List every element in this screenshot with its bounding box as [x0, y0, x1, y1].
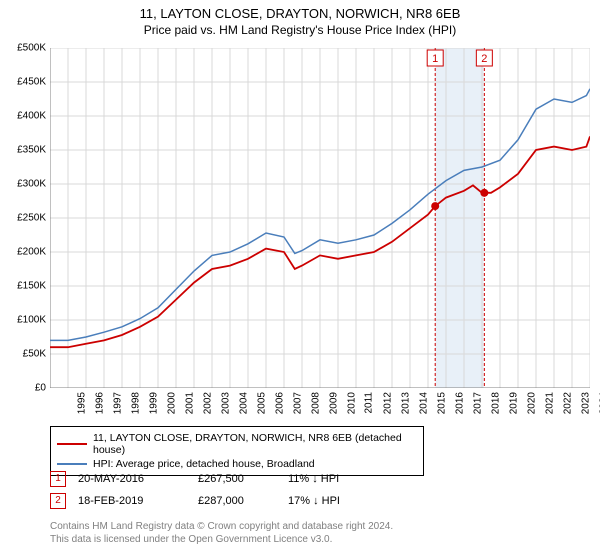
x-tick-label: 2004 [238, 392, 249, 414]
y-tick-label: £200K [0, 247, 46, 258]
y-tick-label: £500K [0, 43, 46, 54]
y-tick-label: £0 [0, 383, 46, 394]
legend-swatch [57, 443, 87, 445]
sale-price: £287,000 [198, 495, 288, 507]
chart-svg: 12 [50, 48, 590, 388]
x-tick-label: 2014 [418, 392, 429, 414]
x-tick-label: 2008 [310, 392, 321, 414]
x-tick-label: 2011 [364, 392, 375, 414]
chart-container: 11, LAYTON CLOSE, DRAYTON, NORWICH, NR8 … [0, 0, 600, 560]
x-tick-label: 1998 [130, 392, 141, 414]
chart-title: 11, LAYTON CLOSE, DRAYTON, NORWICH, NR8 … [0, 0, 600, 21]
x-tick-label: 2016 [454, 392, 465, 414]
y-tick-label: £350K [0, 145, 46, 156]
x-tick-label: 2001 [184, 392, 195, 414]
credits-line: This data is licensed under the Open Gov… [50, 533, 393, 546]
x-tick-label: 2009 [328, 392, 339, 414]
x-tick-label: 2000 [166, 392, 177, 414]
x-tick-label: 2006 [274, 392, 285, 414]
x-tick-label: 2010 [346, 392, 357, 414]
sale-delta: 17% ↓ HPI [288, 495, 388, 507]
chart-subtitle: Price paid vs. HM Land Registry's House … [0, 21, 600, 41]
sale-price: £267,500 [198, 473, 288, 485]
svg-text:1: 1 [432, 53, 438, 65]
y-tick-label: £250K [0, 213, 46, 224]
x-tick-label: 2002 [202, 392, 213, 414]
x-tick-label: 2005 [256, 392, 267, 414]
x-tick-label: 2021 [544, 392, 555, 414]
legend-label: 11, LAYTON CLOSE, DRAYTON, NORWICH, NR8 … [93, 432, 417, 456]
x-tick-label: 1996 [94, 392, 105, 414]
y-tick-label: £100K [0, 315, 46, 326]
x-tick-label: 2023 [580, 392, 591, 414]
sales-table: 1 20-MAY-2016 £267,500 11% ↓ HPI 2 18-FE… [50, 468, 388, 512]
y-tick-label: £450K [0, 77, 46, 88]
svg-text:2: 2 [481, 53, 487, 65]
x-tick-label: 1995 [76, 392, 87, 414]
sale-delta: 11% ↓ HPI [288, 473, 388, 485]
x-tick-label: 2013 [400, 392, 411, 414]
y-tick-label: £300K [0, 179, 46, 190]
x-tick-label: 2022 [562, 392, 573, 414]
sale-date: 18-FEB-2019 [78, 495, 198, 507]
legend-swatch [57, 463, 87, 465]
sale-marker-icon: 2 [50, 493, 66, 509]
legend-item: 11, LAYTON CLOSE, DRAYTON, NORWICH, NR8 … [57, 431, 417, 457]
x-tick-label: 1997 [112, 392, 123, 414]
sale-row: 1 20-MAY-2016 £267,500 11% ↓ HPI [50, 468, 388, 490]
x-tick-label: 2018 [490, 392, 501, 414]
sale-row: 2 18-FEB-2019 £287,000 17% ↓ HPI [50, 490, 388, 512]
x-tick-label: 2017 [472, 392, 483, 414]
sale-marker-icon: 1 [50, 471, 66, 487]
x-tick-label: 1999 [148, 392, 159, 414]
x-tick-label: 2007 [292, 392, 303, 414]
x-tick-label: 2019 [508, 392, 519, 414]
y-tick-label: £50K [0, 349, 46, 360]
sale-date: 20-MAY-2016 [78, 473, 198, 485]
x-tick-label: 2020 [526, 392, 537, 414]
credits: Contains HM Land Registry data © Crown c… [50, 520, 393, 546]
x-tick-label: 2012 [382, 392, 393, 414]
x-tick-label: 2015 [436, 392, 447, 414]
y-tick-label: £400K [0, 111, 46, 122]
credits-line: Contains HM Land Registry data © Crown c… [50, 520, 393, 533]
y-tick-label: £150K [0, 281, 46, 292]
x-tick-label: 2003 [220, 392, 231, 414]
chart-area: 12 [50, 48, 590, 388]
